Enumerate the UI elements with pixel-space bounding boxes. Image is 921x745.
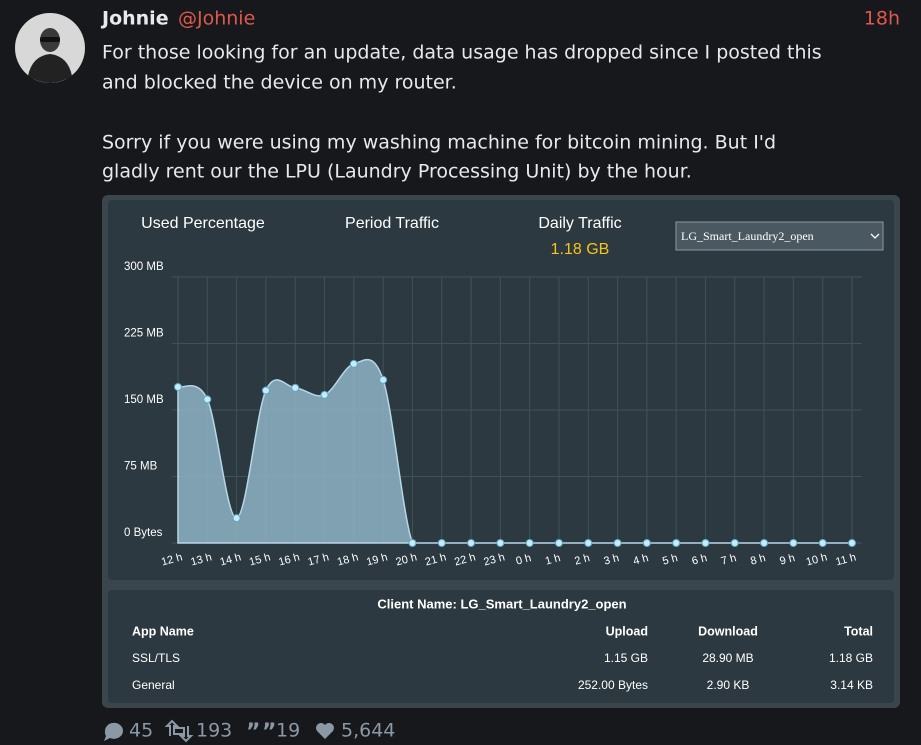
tab[interactable]: Used Percentage: [141, 215, 265, 232]
table-header: App Name: [132, 624, 194, 638]
y-tick-label: 0 Bytes: [124, 527, 163, 539]
data-point: [437, 539, 446, 547]
x-tick-label: 22 h: [453, 551, 477, 568]
stats: 45 193 ” ” 19 5,644: [104, 720, 395, 745]
table-header: Total: [844, 624, 873, 638]
table-header: Upload: [606, 624, 648, 638]
data-point: [613, 539, 622, 547]
x-tick-label: 9 h: [778, 552, 796, 568]
chart: 0 Bytes 75 MB 150 MB 225 MB 300 MB 12 h 13 h 14…: [124, 261, 862, 568]
data-point: [496, 539, 505, 547]
table-cell: 28.90 MB: [702, 651, 753, 665]
data-point: [554, 539, 563, 547]
data-point: [525, 539, 534, 547]
x-tick-label: 15 h: [248, 551, 272, 568]
x-tick-label: 7 h: [720, 552, 738, 568]
timestamp[interactable]: 18h: [864, 8, 900, 30]
data-point: [379, 375, 388, 384]
tab[interactable]: Daily Traffic: [538, 215, 621, 232]
author[interactable]: Johnie: [100, 8, 169, 30]
like-count: 5,644: [341, 720, 395, 742]
quote-icon[interactable]: ”: [262, 720, 276, 745]
x-tick-label: 5 h: [661, 552, 679, 568]
table-cell: General: [132, 678, 175, 692]
post-text: For those looking for an update, data us…: [102, 42, 822, 64]
x-tick-label: 17 h: [307, 551, 331, 568]
x-tick-label: 14 h: [219, 551, 243, 568]
chevron: [870, 233, 880, 239]
data-point: [642, 539, 651, 547]
x-tick-label: 0 h: [515, 552, 533, 568]
x-tick-label: 1 h: [544, 552, 562, 568]
tab[interactable]: Period Traffic: [345, 215, 439, 232]
x-tick-label: 6 h: [691, 552, 709, 568]
x-tick-label: 11 h: [834, 551, 857, 568]
data-point: [320, 390, 329, 399]
data-point: [232, 514, 241, 523]
dropdown[interactable]: [675, 221, 884, 251]
data-point: [349, 359, 358, 368]
data-point: [848, 539, 856, 547]
data-point: [584, 539, 593, 547]
x-tick-label: 16 h: [277, 551, 301, 568]
x-tick-label: 12 h: [160, 551, 184, 568]
retweet-count: 193: [196, 720, 232, 742]
data-point: [467, 539, 476, 547]
x-tick-label: 20 h: [395, 551, 419, 568]
data-point: [789, 539, 798, 547]
x-tick-label: 10 h: [805, 551, 829, 568]
x-tick-label: 21 h: [424, 551, 448, 568]
post-text: Sorry if you were using my washing machi…: [102, 132, 776, 154]
avatar: [15, 13, 85, 83]
post-text: gladly rent our the LPU (Laundry Process…: [102, 161, 692, 183]
table-cell: 1.15 GB: [604, 651, 648, 665]
table-header: Download: [698, 624, 758, 638]
handle[interactable]: @Johnie: [178, 8, 255, 30]
dropdown-value[interactable]: LG_Smart_Laundry2_open: [681, 229, 814, 243]
reply-icon[interactable]: [104, 722, 123, 741]
reply-count: 45: [129, 720, 153, 742]
retweet-icon[interactable]: [164, 719, 194, 743]
table-panel: [108, 590, 894, 703]
like-icon[interactable]: [316, 722, 334, 739]
x-tick-label: 23 h: [482, 551, 506, 568]
data-point: [174, 382, 182, 391]
data-point: [672, 539, 681, 547]
data-point: [760, 539, 769, 547]
x-tick-label: 8 h: [749, 552, 767, 568]
quote-count: 19: [276, 720, 300, 742]
table-cell: 2.90 KB: [707, 678, 750, 692]
x-tick-label: 13 h: [189, 551, 213, 568]
data-point: [730, 539, 739, 547]
y-tick-label: 300 MB: [124, 261, 164, 273]
y-tick-label: 75 MB: [124, 461, 158, 473]
data-point: [291, 383, 300, 392]
x-tick-label: 18 h: [336, 551, 360, 568]
x-tick-label: 2 h: [573, 552, 591, 568]
quote-icon[interactable]: ”: [246, 720, 260, 745]
data-point: [408, 539, 417, 547]
table-cell: SSL/TLS: [132, 651, 180, 665]
y-tick-label: 150 MB: [124, 394, 164, 406]
table-cell: 3.14 KB: [830, 678, 873, 692]
data-point: [818, 539, 827, 547]
y-tick-label: 225 MB: [124, 328, 164, 340]
data-point: [203, 395, 212, 404]
data-point: [701, 539, 710, 547]
data-point: [261, 386, 270, 395]
x-tick-label: 4 h: [632, 552, 650, 568]
post-text: and blocked the device on my router.: [102, 72, 457, 94]
x-tick-label: 3 h: [603, 552, 621, 568]
x-tick-label: 19 h: [365, 551, 389, 568]
table-title: Client Name: LG_Smart_Laundry2_open: [377, 596, 626, 611]
daily-total: 1.18 GB: [551, 241, 610, 258]
table-cell: 252.00 Bytes: [578, 678, 648, 692]
table-cell: 1.18 GB: [829, 651, 873, 665]
